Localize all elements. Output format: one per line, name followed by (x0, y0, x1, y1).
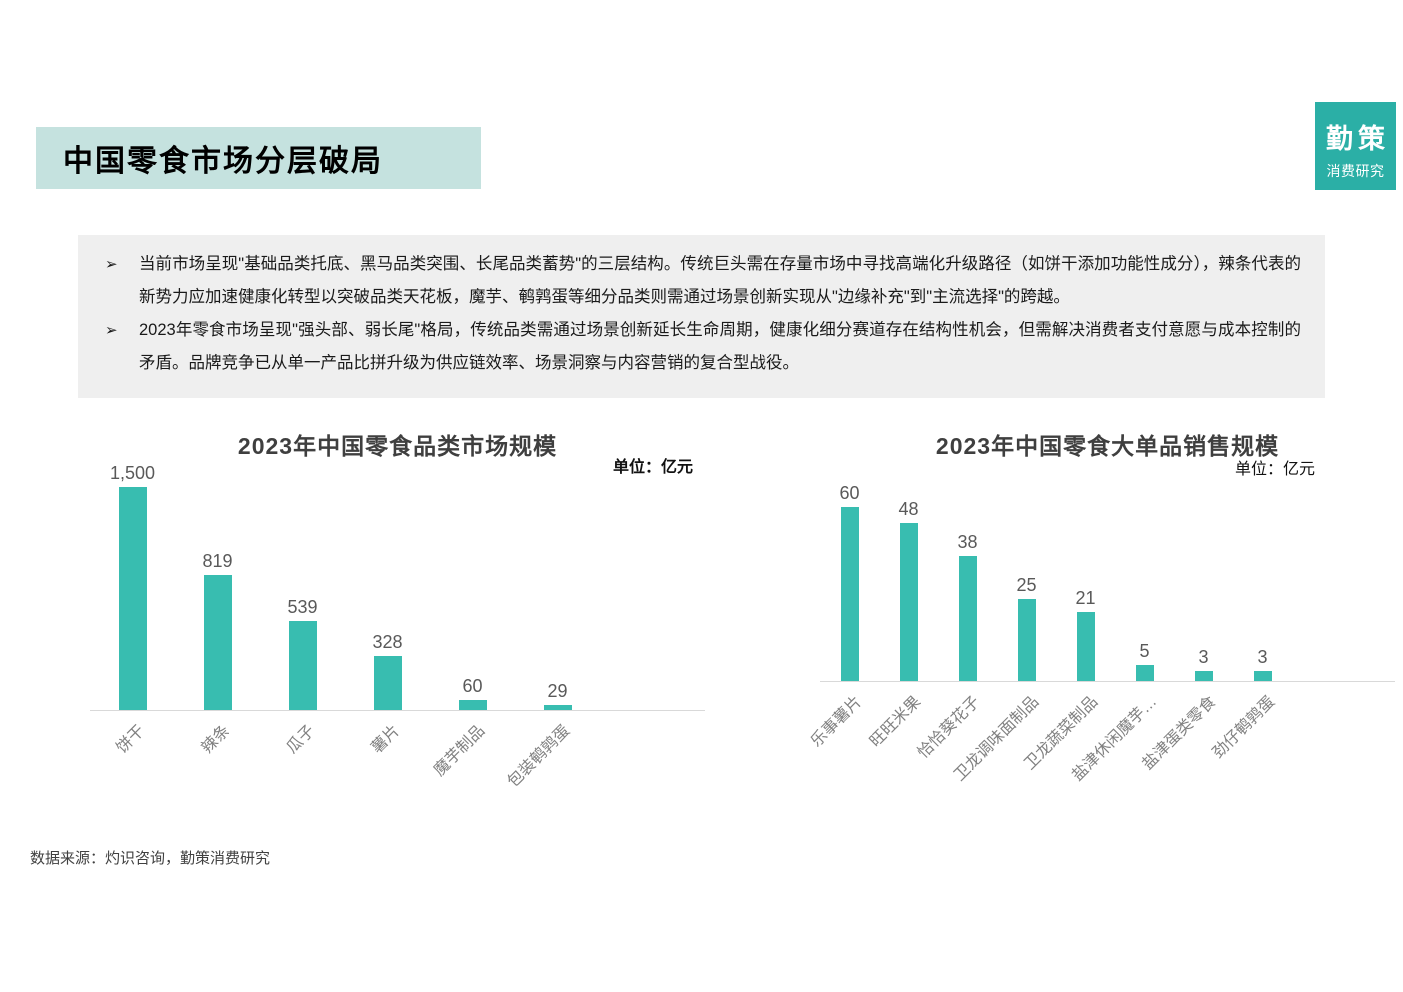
bar-column: 29 包装鹌鹑蛋 (505, 463, 600, 791)
bar-value-label: 48 (898, 498, 919, 519)
bar-column: 60 魔芋制品 (430, 463, 515, 779)
bar (543, 705, 572, 710)
category-label: 饼干 (114, 722, 149, 757)
bar-value-label: 1,500 (109, 463, 156, 483)
title-band: 中国零食市场分层破局 (36, 127, 481, 189)
summary-box: ➢ 当前市场呈现"基础品类托底、黑马品类突围、长尾品类蓄势"的三层结构。传统巨头… (78, 235, 1325, 398)
bar-plot: 1,500 饼干 819 辣条 539 瓜子 328 薯片 60 魔芋制品 29 包装鹌鹑蛋 (90, 463, 600, 791)
brand-logo-name: 勤策 (1326, 124, 1390, 154)
bar-value-label: 60 (839, 483, 860, 503)
category-label: 包装鹌鹑蛋 (505, 722, 574, 791)
chart-unit-label: 单位：亿元 (1234, 461, 1315, 478)
bar-column: 1,500 饼干 (90, 463, 175, 757)
bar (840, 507, 859, 681)
x-axis-line (820, 681, 1395, 682)
brand-logo-subtitle: 消费研究 (1326, 163, 1385, 179)
summary-bullet-1: ➢ 当前市场呈现"基础品类托底、黑马品类突围、长尾品类蓄势"的三层结构。传统巨头… (105, 248, 1301, 314)
bar-plot: 60 乐事薯片 48 旺旺米果 38 恰恰葵花子 25 卫龙调味面制品 21 卫龙蔬菜制品 5 盐津休… (808, 483, 1292, 785)
bar (1194, 671, 1213, 681)
brand-logo: 勤策 消费研究 (1315, 102, 1396, 190)
bar-column: 328 薯片 (345, 463, 430, 757)
bar-value-label: 38 (957, 531, 978, 552)
bar (288, 621, 317, 710)
bar (203, 575, 232, 710)
category-label: 魔芋制品 (431, 722, 489, 780)
chart-category-market-size: 2023年中国零食品类市场规模 单位：亿元 1,500 饼干 819 辣条 539 瓜子 3… (90, 420, 705, 850)
bar-value-label: 3 (1257, 647, 1268, 668)
bullet-arrow-icon: ➢ (105, 322, 118, 339)
bar (373, 656, 402, 710)
category-label: 乐事薯片 (808, 693, 866, 751)
bar-value-label: 60 (462, 676, 483, 697)
bar (458, 700, 487, 710)
bar-value-label: 3 (1198, 647, 1209, 668)
chart-unit-label: 单位：亿元 (612, 459, 693, 476)
category-label: 劲仔鹌鹑蛋 (1210, 693, 1279, 762)
bar-value-label: 539 (287, 597, 318, 618)
bar-column: 21 卫龙蔬菜制品 (1022, 483, 1115, 773)
category-label: 瓜子 (284, 722, 319, 757)
category-label: 薯片 (369, 722, 404, 757)
chart-title: 2023年中国零食大单品销售规模 (935, 433, 1280, 459)
bar (1253, 671, 1272, 681)
bar (118, 487, 147, 710)
bar-column: 819 辣条 (175, 463, 260, 757)
category-label: 辣条 (199, 722, 234, 757)
bar (1135, 664, 1154, 681)
bar-column: 539 瓜子 (260, 463, 345, 757)
page-title: 中国零食市场分层破局 (63, 145, 383, 178)
bar-value-label: 21 (1075, 587, 1096, 608)
bar (958, 555, 977, 681)
chart-title: 2023年中国零食品类市场规模 (237, 433, 558, 459)
bar-column: 38 恰恰葵花子 (915, 483, 997, 762)
bar-column: 48 旺旺米果 (867, 483, 938, 751)
bar-column: 3 劲仔鹌鹑蛋 (1210, 483, 1292, 762)
bar-value-label: 819 (202, 551, 233, 572)
summary-bullet-1-text: 当前市场呈现"基础品类托底、黑马品类突围、长尾品类蓄势"的三层结构。传统巨头需在… (139, 255, 1301, 306)
data-source-note: 数据来源：灼识咨询，勤策消费研究 (30, 850, 271, 867)
bar (1076, 611, 1095, 681)
x-axis-line (90, 710, 705, 711)
bar-value-label: 328 (372, 632, 403, 652)
bar-column: 25 卫龙调味面制品 (952, 483, 1056, 785)
bar-value-label: 25 (1016, 574, 1037, 595)
summary-bullet-2: ➢ 2023年零食市场呈现"强头部、弱长尾"格局，传统品类需通过场景创新延长生命… (105, 314, 1301, 380)
bar (1017, 598, 1036, 681)
bar-value-label: 5 (1139, 640, 1150, 661)
summary-bullet-2-text: 2023年零食市场呈现"强头部、弱长尾"格局，传统品类需通过场景创新延长生命周期… (139, 321, 1301, 372)
bar (899, 522, 918, 681)
bar-value-label: 29 (547, 681, 568, 702)
chart-single-product-sales: 2023年中国零食大单品销售规模 单位：亿元 60 乐事薯片 48 旺旺米果 38 恰恰葵… (808, 420, 1395, 850)
bullet-arrow-icon: ➢ (105, 256, 118, 273)
bar-column: 60 乐事薯片 (808, 483, 879, 751)
bar-column: 3 盐津蛋类零食 (1140, 483, 1233, 773)
bar-column: 5 盐津休闲魔芋… (1070, 483, 1174, 785)
